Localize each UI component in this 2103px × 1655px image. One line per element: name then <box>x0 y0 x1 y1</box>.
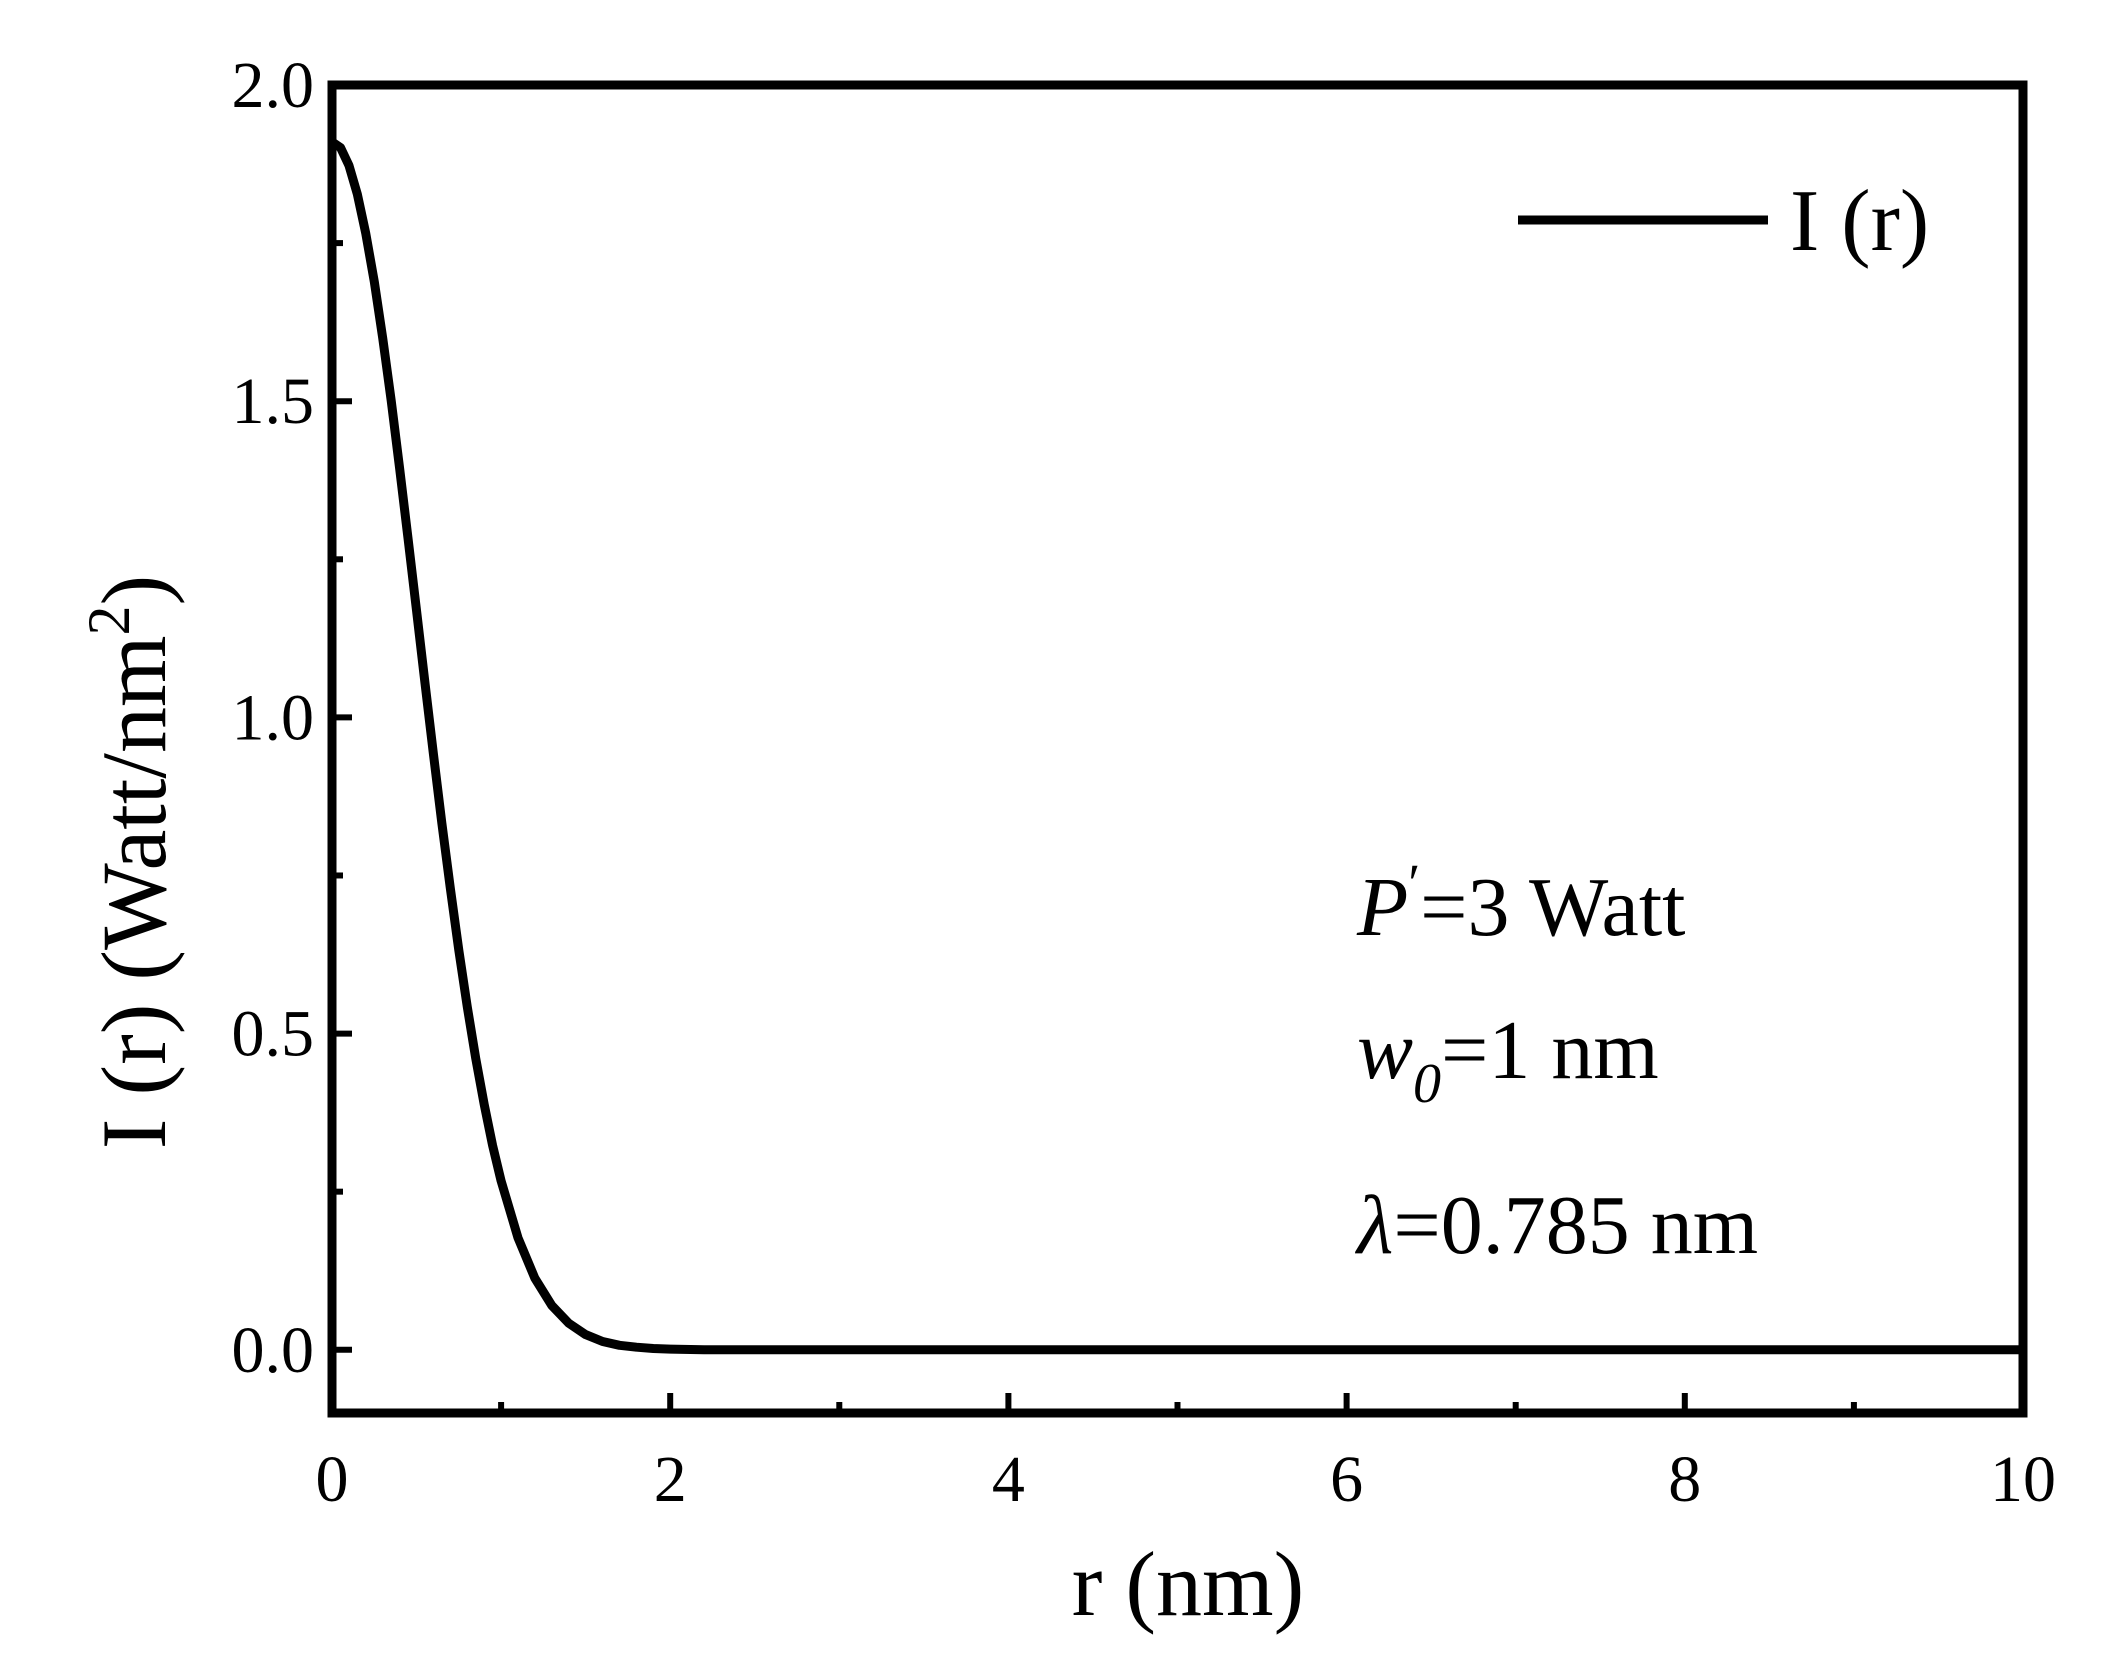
y-tick-label: 0.0 <box>232 1314 315 1387</box>
x-tick-label: 10 <box>1990 1443 2056 1516</box>
x-tick-label: 4 <box>992 1443 1025 1516</box>
x-tick-label: 0 <box>316 1443 349 1516</box>
parameter-annotation: P′=3 Watt w0=1 nm λ=0.785 nm <box>1354 853 1758 1272</box>
wavelength-symbol: λ <box>1354 1179 1393 1272</box>
x-tick-label: 6 <box>1330 1443 1363 1516</box>
power-prime: ′ <box>1408 853 1420 913</box>
power-symbol: P <box>1356 861 1408 954</box>
wavelength-annotation: λ=0.785 nm <box>1354 1179 1758 1272</box>
legend-label: I (r) <box>1790 173 1929 270</box>
plot-frame <box>327 80 2028 1418</box>
x-tick-label: 8 <box>1668 1443 1701 1516</box>
x-axis-title: r (nm) <box>1072 1533 1304 1635</box>
y-axis-title-main: I (r) (Watt/nm <box>83 635 185 1149</box>
y-axis-tick-labels: 0.0 0.5 1.0 1.5 2.0 <box>232 49 315 1387</box>
y-axis-title-superscript: 2 <box>76 605 142 635</box>
x-axis-tick-labels: 0 2 4 6 8 10 <box>316 1443 2057 1516</box>
y-tick-label: 1.0 <box>232 681 315 754</box>
y-axis-title: I (r) (Watt/nm2) <box>76 575 185 1149</box>
waist-annotation: w0=1 nm <box>1357 1004 1659 1115</box>
x-tick-label: 2 <box>654 1443 687 1516</box>
power-value: =3 Watt <box>1420 861 1685 954</box>
y-axis-title-close: ) <box>83 575 185 606</box>
y-tick-label: 1.5 <box>232 365 315 438</box>
waist-subscript: 0 <box>1413 1053 1441 1115</box>
power-annotation: P′=3 Watt <box>1356 853 1686 954</box>
waist-symbol: w <box>1357 1004 1413 1097</box>
series-line-i-r <box>327 137 2028 1355</box>
y-tick-label: 2.0 <box>232 49 315 122</box>
waist-value: =1 nm <box>1441 1004 1659 1097</box>
wavelength-value: =0.785 nm <box>1393 1179 1758 1272</box>
y-tick-label: 0.5 <box>232 998 315 1071</box>
